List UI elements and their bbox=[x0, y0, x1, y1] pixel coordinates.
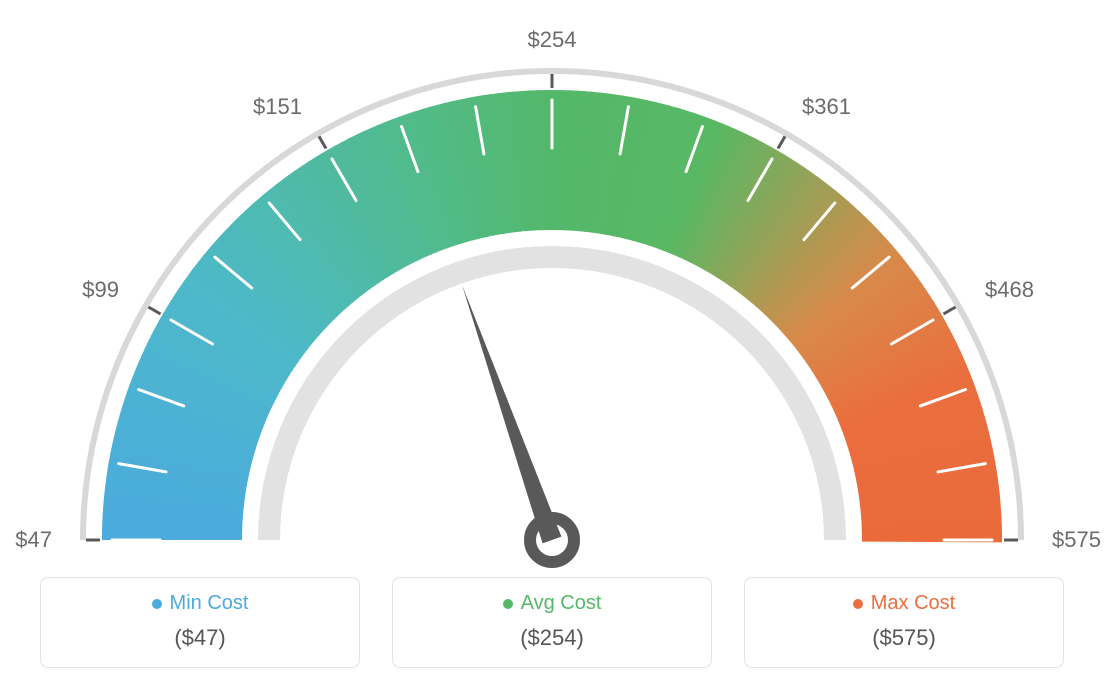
legend-label: Min Cost bbox=[170, 592, 249, 615]
legend-label: Avg Cost bbox=[521, 592, 602, 615]
gauge-tick-label: $468 bbox=[985, 277, 1034, 303]
legend-row: Min Cost ($47) Avg Cost ($254) Max Cost … bbox=[40, 577, 1064, 668]
gauge-tick-label: $47 bbox=[15, 527, 52, 553]
gauge-chart: $47$99$151$254$361$468$575 bbox=[22, 20, 1082, 580]
legend-value-max: ($575) bbox=[745, 625, 1063, 651]
dot-icon bbox=[152, 599, 162, 609]
legend-card-min: Min Cost ($47) bbox=[40, 577, 360, 668]
dot-icon bbox=[503, 599, 513, 609]
legend-title-max: Max Cost bbox=[745, 592, 1063, 615]
legend-card-max: Max Cost ($575) bbox=[744, 577, 1064, 668]
gauge-tick-label: $99 bbox=[82, 277, 119, 303]
gauge-tick-label: $361 bbox=[802, 94, 851, 120]
gauge-svg bbox=[22, 20, 1082, 580]
legend-card-avg: Avg Cost ($254) bbox=[392, 577, 712, 668]
legend-value-min: ($47) bbox=[41, 625, 359, 651]
gauge-tick-label: $575 bbox=[1052, 527, 1101, 553]
legend-title-min: Min Cost bbox=[41, 592, 359, 615]
dot-icon bbox=[853, 599, 863, 609]
gauge-tick-label: $254 bbox=[528, 27, 577, 53]
legend-title-avg: Avg Cost bbox=[393, 592, 711, 615]
legend-label: Max Cost bbox=[871, 592, 955, 615]
legend-value-avg: ($254) bbox=[393, 625, 711, 651]
gauge-tick-label: $151 bbox=[253, 94, 302, 120]
